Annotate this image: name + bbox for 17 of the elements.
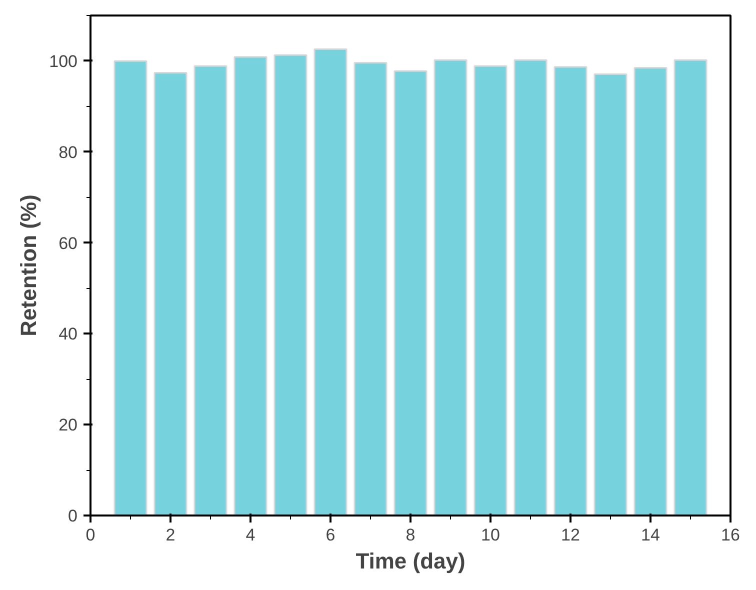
x-tick-label: 0 xyxy=(86,526,96,544)
y-axis-title: Retention (%) xyxy=(16,194,42,336)
y-tick-label: 80 xyxy=(58,142,78,162)
x-tick-label: 4 xyxy=(246,526,256,544)
y-tick-label: 40 xyxy=(58,324,78,344)
y-tick-label: 100 xyxy=(49,52,78,71)
y-tick-label: 60 xyxy=(58,234,78,253)
x-axis-title: Time (day) xyxy=(356,548,466,574)
x-tick-label: 12 xyxy=(561,526,580,544)
x-tick-label: 10 xyxy=(481,526,500,544)
x-tick-label: 16 xyxy=(721,526,740,544)
x-tick-label: 14 xyxy=(641,526,660,544)
x-tick-label: 8 xyxy=(406,526,416,544)
x-tick-label: 2 xyxy=(166,526,176,544)
y-tick-label: 0 xyxy=(68,506,78,526)
x-tick-label: 6 xyxy=(326,526,336,544)
y-tick-label: 20 xyxy=(58,416,78,435)
